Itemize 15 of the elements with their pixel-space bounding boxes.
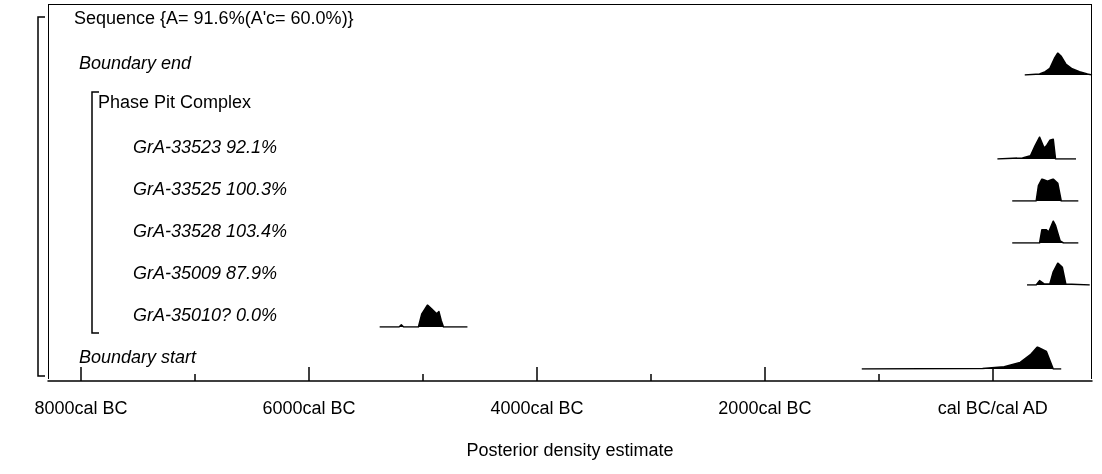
x-tick-label: cal BC/cal AD	[937, 398, 1048, 418]
chart-title: Boundary end	[79, 53, 193, 73]
x-tick-label: 2000cal BC	[718, 398, 812, 418]
chart-title: Boundary start	[79, 347, 198, 367]
chart-title: GrA-33525 100.3%	[133, 179, 288, 199]
x-tick-label: 4000cal BC	[490, 398, 584, 418]
chart-title: GrA-33528 103.4%	[133, 221, 288, 241]
chart-title: GrA-35009 87.9%	[133, 263, 278, 283]
x-tick-label: 6000cal BC	[262, 398, 356, 418]
chart-title: GrA-33523 92.1%	[133, 137, 278, 157]
chart-title: GrA-35010? 0.0%	[133, 305, 278, 325]
x-tick-label: 8000cal BC	[34, 398, 128, 418]
text: Phase Pit Complex	[98, 91, 252, 113]
text: Sequence {A= 91.6%(A'c= 60.0%)}	[74, 7, 354, 29]
x-axis-title: Posterior density estimate	[466, 440, 674, 460]
